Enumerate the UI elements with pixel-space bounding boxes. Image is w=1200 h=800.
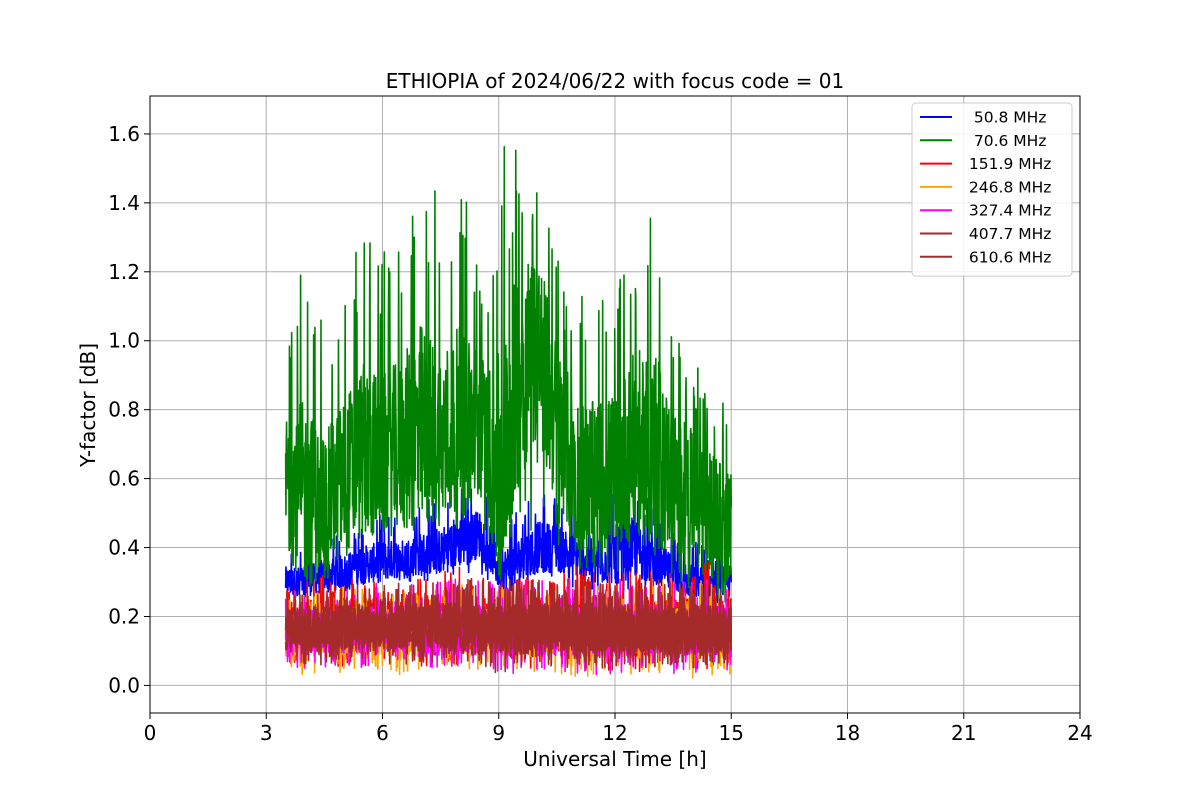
series-line-7 xyxy=(284,581,733,667)
x-tick-label: 3 xyxy=(260,721,273,745)
y-tick-label: 0.6 xyxy=(108,467,140,491)
legend-label: 70.6 MHz xyxy=(964,132,1046,150)
series-line-1 xyxy=(284,481,733,605)
y-axis-ticks: 0.0 0.2 0.4 0.6 0.8 1.0 1.2 1.4 1.6 xyxy=(108,122,150,697)
y-tick-label: 0.0 xyxy=(108,673,140,697)
chart-title: ETHIOPIA of 2024/06/22 with focus code =… xyxy=(386,69,844,93)
x-axis-ticks: 0 3 6 9 12 15 18 21 24 xyxy=(144,713,1093,745)
x-tick-label: 0 xyxy=(144,721,157,745)
x-tick-label: 18 xyxy=(835,721,860,745)
x-tick-label: 15 xyxy=(719,721,744,745)
legend-label: 610.6 MHz xyxy=(964,248,1051,266)
y-tick-label: 0.8 xyxy=(108,398,140,422)
legend-label: 327.4 MHz xyxy=(964,202,1051,220)
y-tick-label: 1.0 xyxy=(108,329,140,353)
y-tick-label: 1.2 xyxy=(108,260,140,284)
x-tick-label: 12 xyxy=(602,721,627,745)
legend-label: 407.7 MHz xyxy=(964,225,1051,243)
x-tick-label: 24 xyxy=(1067,721,1092,745)
x-tick-label: 6 xyxy=(376,721,389,745)
y-tick-label: 1.4 xyxy=(108,191,140,215)
legend-label: 246.8 MHz xyxy=(964,178,1051,196)
legend-label: 151.9 MHz xyxy=(964,155,1051,173)
y-axis-label: Y-factor [dB] xyxy=(76,343,100,468)
series-line-2 xyxy=(284,145,733,603)
x-tick-label: 21 xyxy=(951,721,976,745)
legend-label: 50.8 MHz xyxy=(964,109,1046,127)
plot-series xyxy=(284,145,733,679)
y-tick-label: 1.6 xyxy=(108,122,140,146)
x-tick-label: 9 xyxy=(492,721,505,745)
legend: 50.8 MHz 70.6 MHz 151.9 MHz 246.8 MHz 32… xyxy=(911,102,1073,277)
y-tick-label: 0.4 xyxy=(108,536,140,560)
x-axis-label: Universal Time [h] xyxy=(523,747,706,771)
y-tick-label: 0.2 xyxy=(108,604,140,628)
